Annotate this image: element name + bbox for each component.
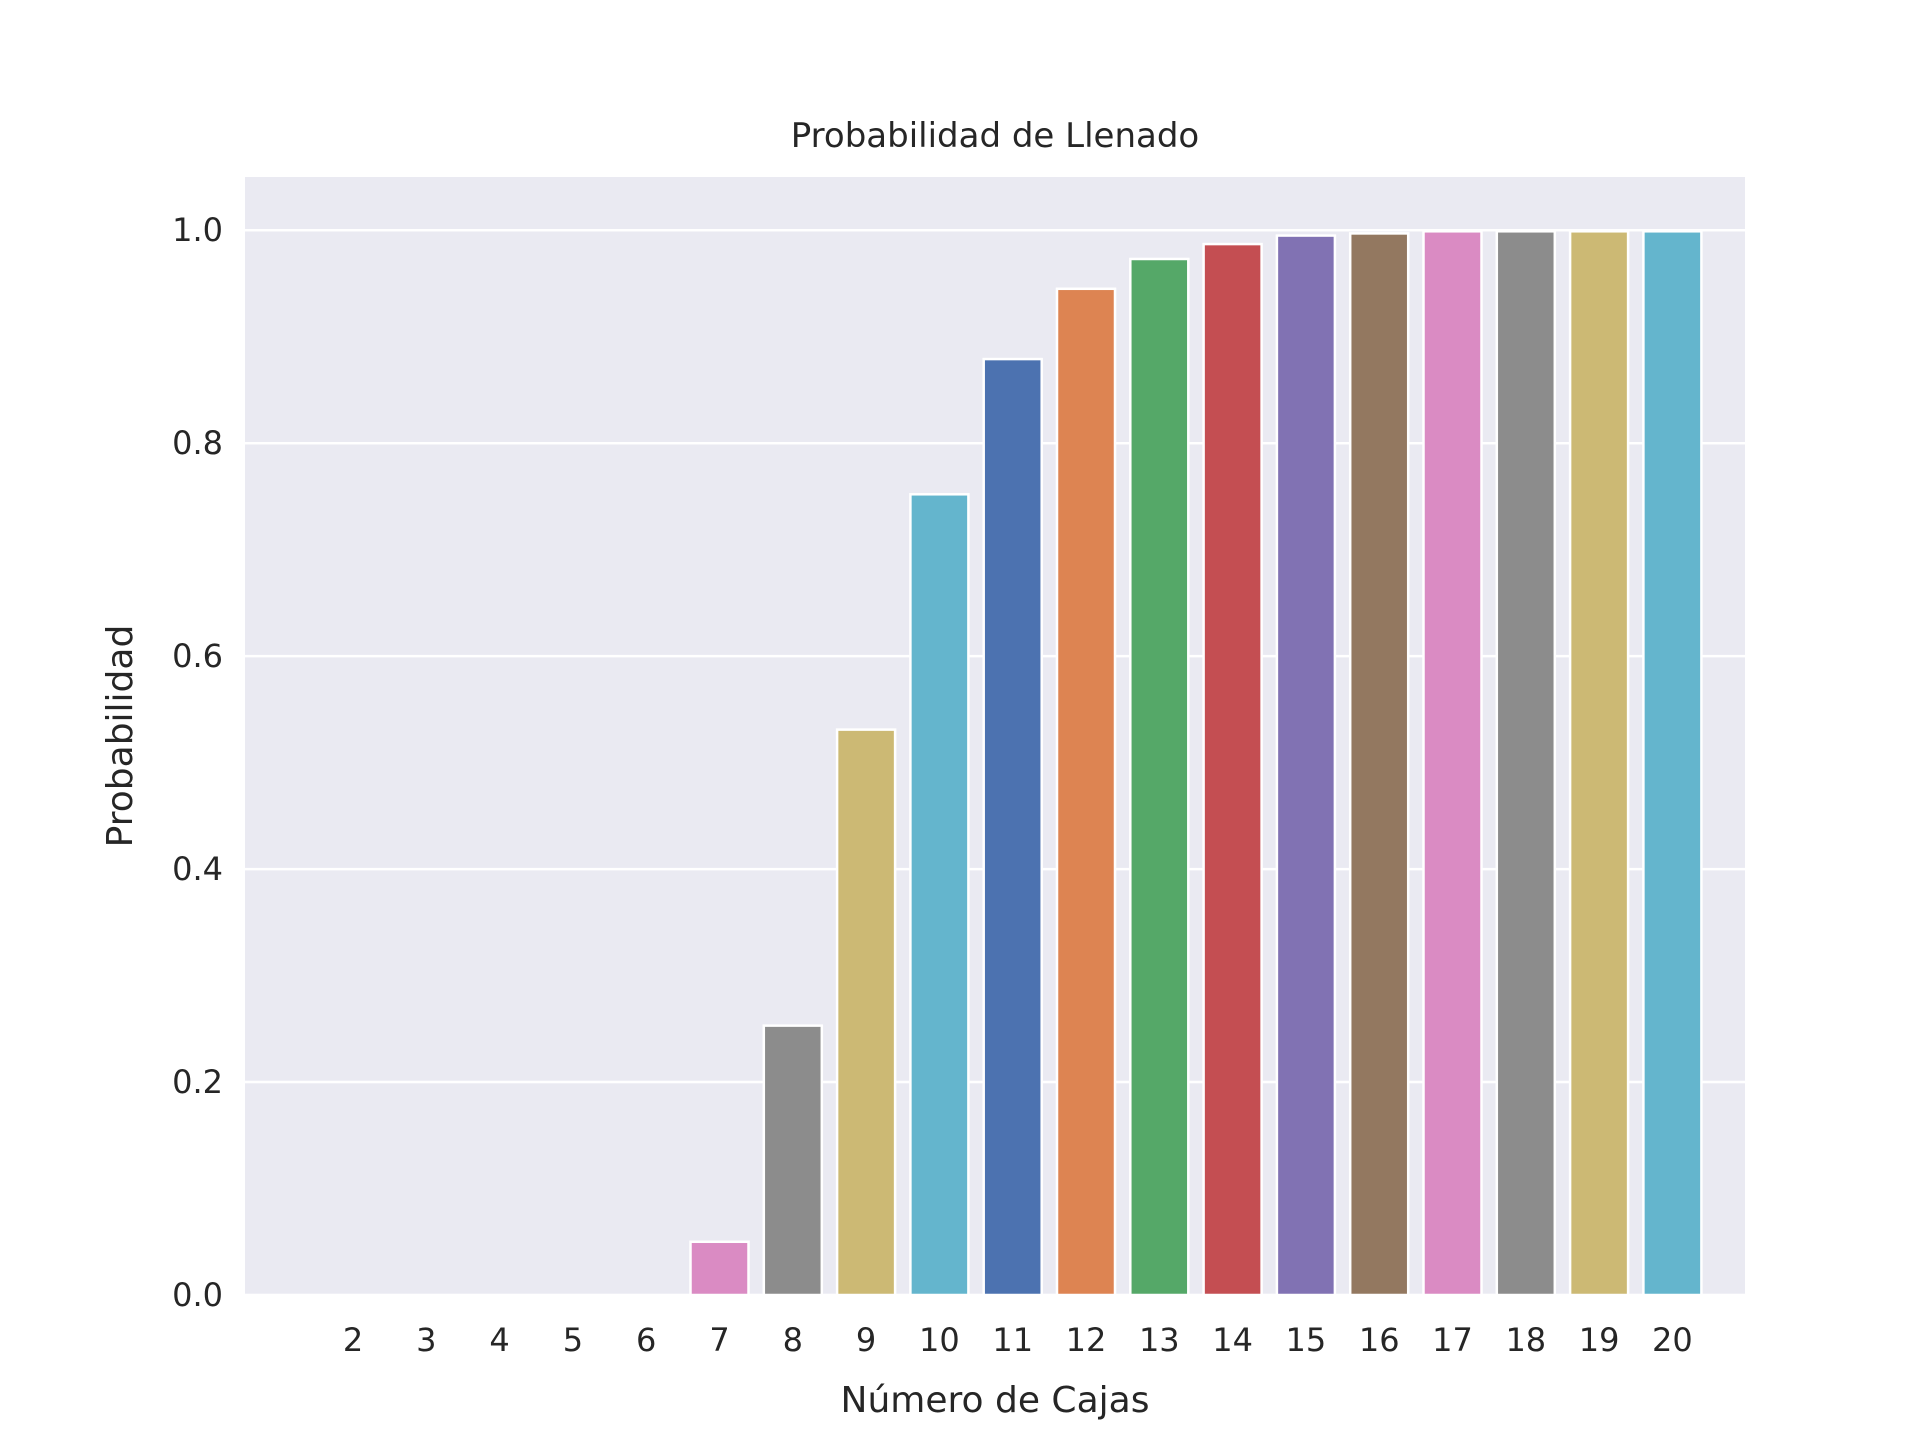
y-axis-label: Probabilidad bbox=[100, 625, 141, 848]
bar-17 bbox=[1422, 230, 1483, 1297]
x-tick-label: 4 bbox=[489, 1321, 509, 1359]
x-tick-label: 20 bbox=[1652, 1321, 1693, 1359]
bar-16 bbox=[1348, 232, 1410, 1297]
y-axis-ticks: 0.0 0.2 0.4 0.6 0.8 1.0 bbox=[172, 211, 223, 1314]
y-tick-label: 1.0 bbox=[172, 211, 223, 249]
bar-15 bbox=[1275, 234, 1337, 1297]
y-tick-label: 0.2 bbox=[172, 1063, 223, 1101]
x-tick-label: 14 bbox=[1212, 1321, 1253, 1359]
x-axis-label: Número de Cajas bbox=[841, 1380, 1150, 1421]
bar-19 bbox=[1568, 230, 1630, 1297]
x-tick-label: 12 bbox=[1066, 1321, 1107, 1359]
x-tick-label: 19 bbox=[1579, 1321, 1620, 1359]
x-tick-label: 2 bbox=[343, 1321, 363, 1359]
bar-20 bbox=[1642, 230, 1703, 1297]
bar-12 bbox=[1055, 287, 1117, 1297]
x-tick-label: 5 bbox=[563, 1321, 583, 1359]
bar-14 bbox=[1202, 242, 1263, 1297]
x-tick-label: 16 bbox=[1359, 1321, 1400, 1359]
x-axis-ticks: 2 3 4 5 6 7 8 9 10 11 12 13 14 15 16 17 18 19 20 bbox=[343, 1321, 1693, 1359]
bar-18 bbox=[1495, 230, 1557, 1297]
x-tick-label: 3 bbox=[416, 1321, 436, 1359]
x-tick-label: 7 bbox=[709, 1321, 729, 1359]
bar-9 bbox=[835, 728, 897, 1297]
x-tick-label: 15 bbox=[1286, 1321, 1327, 1359]
bar-13 bbox=[1129, 257, 1190, 1297]
chart-title: Probabilidad de Llenado bbox=[791, 116, 1199, 156]
x-tick-label: 18 bbox=[1505, 1321, 1546, 1359]
x-tick-label: 9 bbox=[856, 1321, 876, 1359]
y-tick-label: 0.0 bbox=[172, 1276, 223, 1314]
bar-7 bbox=[689, 1240, 750, 1297]
y-tick-label: 0.8 bbox=[172, 424, 223, 462]
bar-10 bbox=[909, 493, 970, 1297]
y-tick-label: 0.6 bbox=[172, 637, 223, 675]
bars bbox=[689, 230, 1703, 1297]
x-tick-label: 8 bbox=[783, 1321, 803, 1359]
x-tick-label: 11 bbox=[992, 1321, 1033, 1359]
x-tick-label: 6 bbox=[636, 1321, 656, 1359]
x-tick-label: 17 bbox=[1432, 1321, 1473, 1359]
bar-11 bbox=[982, 357, 1043, 1297]
bar-8 bbox=[762, 1024, 824, 1297]
y-tick-label: 0.4 bbox=[172, 850, 223, 888]
x-tick-label: 13 bbox=[1139, 1321, 1180, 1359]
x-tick-label: 10 bbox=[919, 1321, 960, 1359]
